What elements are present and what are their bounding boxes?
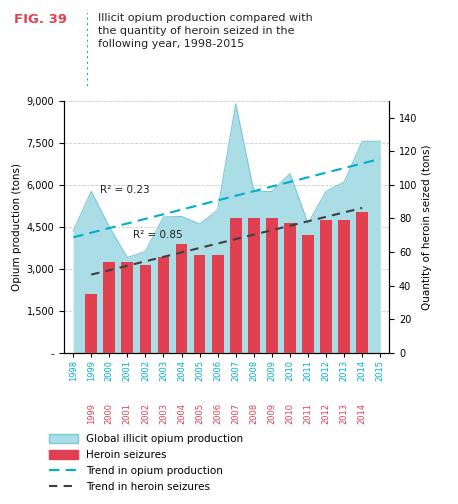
- Bar: [356, 212, 368, 353]
- Bar: [266, 218, 278, 353]
- Bar: [284, 223, 296, 353]
- Text: R² = 0.23: R² = 0.23: [100, 185, 150, 195]
- Bar: [212, 256, 224, 353]
- Bar: [338, 220, 350, 353]
- Bar: [158, 257, 169, 353]
- Bar: [121, 262, 133, 353]
- Bar: [140, 266, 151, 353]
- Bar: [85, 294, 97, 353]
- Bar: [320, 220, 332, 353]
- Legend: Global illicit opium production, Heroin seizures, Trend in opium production, Tre: Global illicit opium production, Heroin …: [46, 431, 245, 494]
- Bar: [104, 262, 115, 353]
- Bar: [194, 256, 206, 353]
- Y-axis label: Opium production (tons): Opium production (tons): [12, 163, 22, 291]
- Y-axis label: Quantity of heroin seized (tons): Quantity of heroin seized (tons): [422, 144, 432, 309]
- Bar: [230, 218, 242, 353]
- Bar: [248, 218, 260, 353]
- Text: R² = 0.85: R² = 0.85: [133, 230, 182, 240]
- Bar: [176, 243, 187, 353]
- Bar: [302, 235, 314, 353]
- Text: Illicit opium production compared with
the quantity of heroin seized in the
foll: Illicit opium production compared with t…: [98, 13, 313, 49]
- Text: FIG. 39: FIG. 39: [14, 13, 67, 26]
